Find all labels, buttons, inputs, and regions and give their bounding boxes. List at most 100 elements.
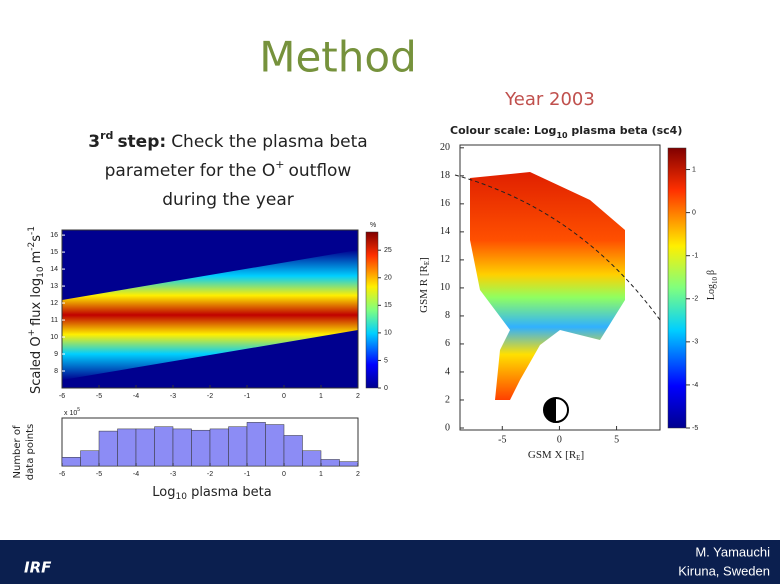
bar bbox=[172, 428, 192, 467]
x-tick-label: -5 bbox=[498, 434, 506, 445]
x-tick-label: -3 bbox=[170, 471, 176, 478]
x-tick-label: 0 bbox=[282, 471, 286, 478]
label-part: plasma beta bbox=[187, 485, 272, 500]
x-tick-label: -3 bbox=[170, 393, 176, 400]
bar bbox=[302, 450, 322, 467]
x-tick-label: 0 bbox=[282, 393, 286, 400]
x-tick-label: 5 bbox=[614, 434, 619, 445]
colorbar-tick-label: -4 bbox=[692, 382, 698, 389]
bar bbox=[61, 457, 81, 467]
title: Method bbox=[259, 33, 417, 82]
step-text: Check the plasma beta bbox=[171, 132, 368, 152]
step-num: 3 bbox=[88, 132, 100, 152]
label-part: -1 bbox=[27, 226, 37, 235]
boundary-line bbox=[454, 174, 661, 321]
x-tick-label: -1 bbox=[244, 393, 250, 400]
y-tick-label: 12 bbox=[440, 254, 450, 265]
y-axis-label: GSM R [RE] bbox=[418, 257, 431, 313]
bar bbox=[209, 428, 229, 467]
hist-ylabel: Number of bbox=[12, 425, 23, 478]
y-tick-label: 6 bbox=[445, 338, 450, 349]
bar bbox=[117, 428, 137, 467]
y-tick-label: 20 bbox=[440, 142, 450, 153]
bar bbox=[98, 430, 118, 467]
bar bbox=[320, 459, 340, 467]
y-tick-label: 14 bbox=[50, 266, 58, 273]
x-tick-label: 1 bbox=[319, 393, 323, 400]
bar bbox=[80, 450, 100, 467]
x-tick-label: -5 bbox=[96, 471, 102, 478]
heatmap-band bbox=[62, 250, 358, 380]
x-tick-label: 2 bbox=[356, 471, 360, 478]
label-part: 5 bbox=[77, 407, 80, 413]
label-part: ] bbox=[580, 449, 584, 461]
label-part: flux log bbox=[29, 278, 44, 326]
bar bbox=[191, 429, 211, 467]
y-axis-label: Scaled O+ flux log10 m-2s-1 bbox=[27, 226, 46, 394]
x-tick-label: -1 bbox=[244, 471, 250, 478]
colorbar-tick-label: 20 bbox=[384, 275, 392, 282]
step-line: 3rd step: Check the plasma beta bbox=[88, 129, 367, 152]
bar bbox=[283, 435, 303, 467]
y-tick-label: 12 bbox=[50, 300, 58, 307]
step-text: parameter for the O bbox=[105, 161, 276, 181]
map-title: Colour scale: Log10 plasma beta (sc4) bbox=[450, 124, 682, 140]
label-part: 10 bbox=[556, 131, 568, 140]
x-tick-label: 2 bbox=[356, 393, 360, 400]
bar bbox=[154, 426, 174, 467]
y-tick-label: 18 bbox=[440, 170, 450, 181]
step-line: parameter for the O+ outflow bbox=[105, 158, 352, 181]
colorbar-tick-label: 5 bbox=[384, 357, 388, 364]
label-part: GSM X [R bbox=[528, 449, 577, 461]
y-tick-label: 16 bbox=[440, 198, 450, 209]
bar bbox=[246, 422, 266, 467]
bar bbox=[228, 426, 248, 467]
colorbar-tick-label: -2 bbox=[692, 296, 698, 303]
label-part: + bbox=[27, 329, 37, 337]
label-part: 10 bbox=[175, 492, 187, 502]
label-part: plasma beta (sc4) bbox=[568, 124, 683, 137]
bar bbox=[339, 461, 359, 467]
colorbar-tick-label: -5 bbox=[692, 425, 698, 432]
label-part: 10 bbox=[711, 276, 719, 284]
colorbar-tick-label: -3 bbox=[692, 339, 698, 346]
y-tick-label: 15 bbox=[50, 249, 58, 256]
label-part: -2 bbox=[27, 242, 37, 251]
y-tick-label: 8 bbox=[54, 368, 58, 375]
step-sup: rd bbox=[100, 129, 113, 142]
y-tick-label: 10 bbox=[440, 282, 450, 293]
x-axis-label: Log10 plasma beta bbox=[152, 485, 272, 502]
hist-ylabel: data points bbox=[25, 424, 36, 480]
y-tick-label: 9 bbox=[54, 351, 58, 358]
label-part: s bbox=[29, 235, 44, 242]
colorbar-tick-label: 0 bbox=[692, 209, 696, 216]
bar bbox=[265, 424, 285, 467]
bar bbox=[135, 428, 155, 467]
colorbar-tick-label: 15 bbox=[384, 302, 392, 309]
label-part: ] bbox=[418, 257, 430, 261]
label-part: GSM R [R bbox=[418, 264, 430, 312]
x-tick-label: -4 bbox=[133, 471, 139, 478]
y-tick-label: 13 bbox=[50, 283, 58, 290]
y-tick-label: 4 bbox=[445, 366, 450, 377]
hist-scale: x 105 bbox=[64, 407, 80, 417]
colorbar-unit: % bbox=[370, 222, 376, 229]
colorbar-tick-label: 10 bbox=[384, 330, 392, 337]
x-tick-label: -5 bbox=[96, 393, 102, 400]
colorbar-tick-label: 1 bbox=[692, 166, 696, 173]
label-part: E bbox=[576, 454, 580, 462]
x-tick-label: -2 bbox=[207, 471, 213, 478]
step-line: during the year bbox=[162, 190, 293, 210]
label-part: m bbox=[29, 251, 44, 264]
x-tick-label: -4 bbox=[133, 393, 139, 400]
year: Year 2003 bbox=[504, 89, 595, 110]
label-part: x 10 bbox=[64, 410, 77, 417]
colorbar-tick-label: 0 bbox=[384, 385, 388, 392]
step-text: outflow bbox=[288, 161, 351, 181]
place: Kiruna, Sweden bbox=[678, 563, 770, 578]
x-tick-label: -6 bbox=[59, 471, 65, 478]
colorbar bbox=[365, 231, 379, 389]
label-part: E bbox=[423, 261, 431, 265]
y-tick-label: 11 bbox=[51, 317, 58, 324]
